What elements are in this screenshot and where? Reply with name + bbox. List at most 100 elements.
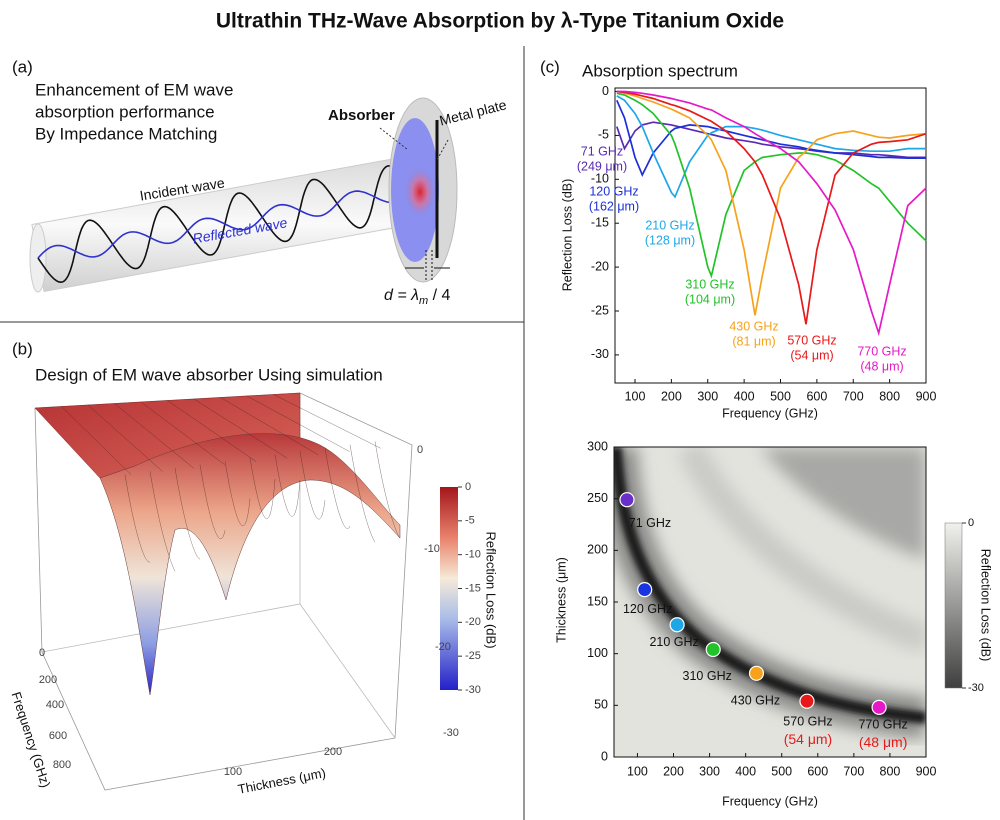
- x-tick-label: 700: [843, 764, 864, 778]
- series-thickness: (128 μm): [645, 233, 695, 247]
- mesh-line: [167, 400, 257, 462]
- y-tick-label: 300: [587, 439, 608, 453]
- x-axis-label: Frequency (GHz): [722, 794, 818, 808]
- y-tick-label: -10: [591, 172, 609, 186]
- y-tick-label: -20: [591, 259, 609, 273]
- x-tick-label: 600: [806, 389, 827, 403]
- point-label: 71 GHz: [629, 516, 671, 530]
- colorbar-tick-label: -20: [465, 616, 481, 628]
- series-thickness: (104 μm): [685, 292, 735, 306]
- heatmap-band: [614, 447, 926, 724]
- spectrum-chart: Frequency (GHz) Reflection Loss (dB) 100…: [560, 84, 936, 420]
- x-tick-label: 800: [880, 764, 901, 778]
- x-tick-label: 800: [879, 389, 900, 403]
- colorbar: [440, 487, 458, 690]
- mesh-line: [149, 471, 176, 572]
- x-tick-label: 300: [699, 764, 720, 778]
- point-label: 210 GHz: [649, 635, 698, 649]
- point-label: 430 GHz: [731, 694, 780, 708]
- frequency-tick-label: 0: [39, 647, 45, 659]
- x-tick-label: 200: [661, 389, 682, 403]
- frequency-tick-label: 200: [39, 674, 57, 686]
- series-label: 210 GHz: [645, 218, 694, 232]
- mesh-line: [174, 467, 201, 560]
- colorbar-tick-label: -15: [465, 582, 481, 594]
- point-sublabel: (54 μm): [784, 731, 833, 747]
- x-tick-label: 900: [916, 764, 937, 778]
- frequency-tick-label: 800: [53, 759, 71, 771]
- series-label: 71 GHz: [581, 144, 623, 158]
- frequency-tick-label: 600: [49, 730, 67, 742]
- series-line: [616, 95, 926, 199]
- point: [871, 699, 887, 716]
- reflected-wave: [37, 190, 408, 259]
- series-line: [616, 90, 927, 325]
- formula-lhs: d = λ: [384, 287, 419, 304]
- colorbar-tick-label: 0: [968, 517, 974, 529]
- chart-title: Absorption spectrum: [582, 61, 738, 80]
- formula-rhs: / 4: [428, 287, 450, 304]
- colorbar-label: Reflection Loss (dB): [979, 549, 993, 662]
- panel-label: (b): [12, 339, 33, 358]
- y-tick-label: -25: [591, 303, 609, 317]
- panel-label: (a): [12, 57, 33, 76]
- mesh-line: [124, 474, 151, 563]
- figure-title: Ultrathin THz-Wave Absorption by λ-Type …: [216, 10, 784, 33]
- mesh-line: [224, 461, 251, 526]
- y-tick-label: 50: [594, 698, 608, 712]
- series-thickness: (54 μm): [790, 348, 833, 362]
- z-tick-label: -10: [424, 543, 440, 555]
- point: [705, 641, 721, 658]
- colorbar-tick-label: -10: [465, 549, 481, 561]
- point: [669, 617, 685, 633]
- series-label: 120 GHz: [589, 184, 638, 198]
- y-tick-label: 200: [587, 543, 608, 557]
- panel-a: (a) Enhancement of EM wave absorption pe…: [12, 57, 508, 306]
- point-label: 570 GHz: [783, 714, 832, 728]
- x-tick-label: 400: [734, 389, 755, 403]
- mesh-line: [140, 401, 225, 466]
- x-tick-label: 100: [627, 764, 648, 778]
- point-label: 770 GHz: [858, 718, 907, 732]
- mesh-line: [299, 451, 326, 520]
- y-tick-label: -30: [591, 347, 609, 361]
- y-tick-label: 0: [602, 84, 609, 98]
- incident-wave: [37, 164, 405, 284]
- x-tick-label: 900: [916, 389, 937, 403]
- series-thickness: (48 μm): [860, 359, 903, 373]
- mesh-line: [114, 403, 194, 469]
- series-label: 310 GHz: [685, 277, 734, 291]
- heading-line: Enhancement of EM wave: [35, 80, 233, 99]
- y-axis-label: Reflection Loss (dB): [560, 179, 574, 292]
- mesh-line: [193, 398, 288, 459]
- panel-b: (b) Design of EM wave absorber Using sim…: [8, 339, 498, 796]
- point: [637, 581, 653, 598]
- colorbar-label: Reflection Loss (dB): [484, 531, 499, 648]
- surface: [99, 433, 401, 696]
- mesh-line: [246, 395, 350, 452]
- formula: d = λm / 4: [384, 287, 451, 307]
- series-line: [615, 121, 926, 159]
- point-label: 310 GHz: [683, 669, 732, 683]
- heading-line: absorption performance: [35, 102, 215, 121]
- wave-tube: [29, 155, 419, 293]
- panel-heading: Design of EM wave absorber Using simulat…: [35, 365, 383, 384]
- y-axis-label: Thickness (μm): [554, 557, 568, 643]
- colorbar-tick-label: -25: [465, 650, 481, 662]
- colorbar-tick-label: 0: [465, 481, 471, 493]
- series-label: 770 GHz: [857, 344, 906, 358]
- x-tick-label: 200: [663, 764, 684, 778]
- x-tick-label: 600: [807, 764, 828, 778]
- heading-line: By Impedance Matching: [35, 124, 217, 143]
- series-line: [616, 90, 927, 337]
- panel-label: (c): [540, 57, 560, 76]
- colorbar-tick-label: -5: [465, 515, 475, 527]
- colorbar: [944, 522, 963, 689]
- thickness-label: Thickness (μm): [237, 765, 327, 797]
- series-thickness: (249 μm): [577, 159, 627, 173]
- leader: [379, 127, 409, 151]
- x-axis-label: Frequency (GHz): [722, 406, 818, 420]
- thickness-tick-label: 200: [324, 746, 342, 758]
